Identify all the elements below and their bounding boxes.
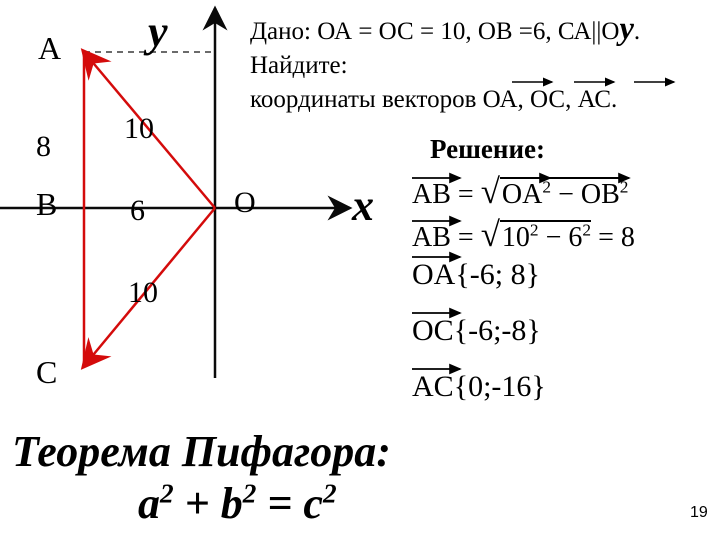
theorem-formula: a2 + b2 = c2 [138,478,337,529]
label-A: А [38,30,61,67]
label-6: 6 [130,194,145,228]
result-ac: AC{0;-16} [412,370,546,404]
label-C: С [36,354,57,391]
theorem-title: Теорема Пифагора: [12,426,391,477]
label-B: В [36,186,57,223]
result-oc: OC{-6;-8} [412,314,541,348]
given-line-2: координаты векторов ОА, ОС, АС. [250,83,640,117]
solution-heading: Решение: [430,134,545,165]
label-8: 8 [36,130,51,164]
label-O: О [234,186,256,220]
label-10a: 10 [124,112,154,146]
label-y: у [148,6,168,57]
result-oa: OA{-6; 8} [412,258,540,292]
given-line-0: Дано: ОА = ОС = 10, ОВ =6, СА||Оу. [250,12,640,49]
page-number: 19 [690,504,708,522]
label-x: х [352,180,374,231]
given-line-1: Найдите: [250,49,640,83]
formula-ab-numeric: AB = √102 − 62 = 8 [412,215,635,255]
formula-ab-root: AB = √OA2 − OB2 [412,172,628,212]
given-block: Дано: ОА = ОС = 10, ОВ =6, СА||Оу.Найдит… [250,12,640,117]
label-10b: 10 [128,276,158,310]
